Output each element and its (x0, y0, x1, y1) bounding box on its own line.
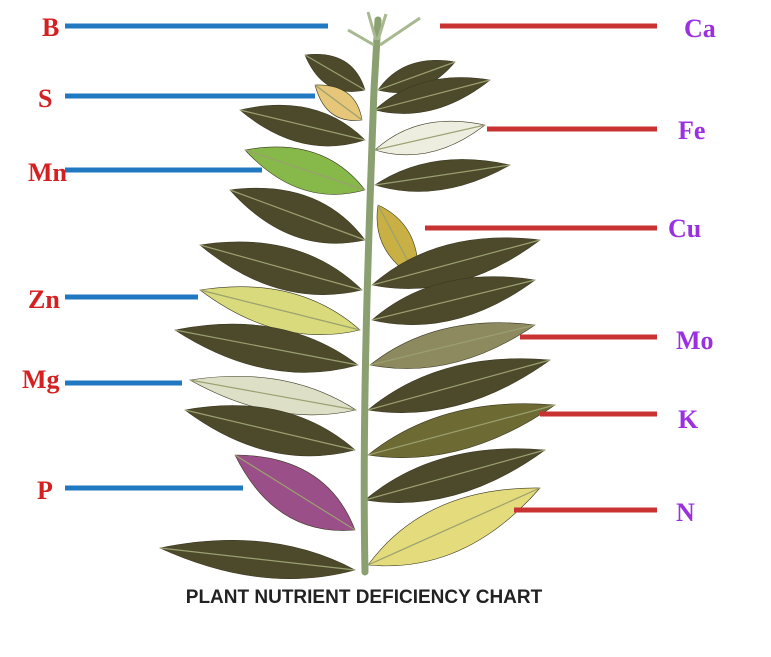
leaf-vein (189, 379, 357, 411)
nutrient-label: P (37, 476, 53, 505)
leaves (159, 54, 556, 580)
leaf-vein (364, 449, 546, 501)
nutrient-label: Mg (22, 365, 60, 394)
leaf-vein (374, 164, 511, 186)
leaf (199, 241, 363, 295)
nutrient-label: Mo (676, 326, 714, 355)
nutrient-label: S (38, 84, 52, 113)
leaf-vein (377, 61, 456, 91)
nutrient-label: Fe (678, 116, 705, 145)
leaf-vein (367, 487, 541, 566)
leaf-vein (174, 329, 359, 366)
bud (347, 11, 421, 47)
leaf-vein (314, 84, 363, 121)
labels: B S Mn Zn Mg P Ca Fe Cu Mo K N (22, 13, 716, 527)
leaf-vein (304, 54, 366, 91)
leaf-vein (367, 404, 556, 456)
leaf-vein (184, 409, 356, 451)
nutrient-label: Ca (684, 14, 716, 43)
leaf-vein (371, 239, 541, 286)
leaf-vein (374, 79, 491, 111)
leaf-vein (229, 189, 366, 241)
leaf-vein (159, 547, 356, 571)
leaf-vein (244, 149, 366, 191)
leaf (244, 146, 366, 195)
nutrient-label: Zn (28, 285, 60, 314)
stem (360, 16, 382, 576)
nutrient-label: K (678, 405, 699, 434)
nutrient-label: B (42, 13, 59, 42)
nutrient-label: Cu (668, 214, 701, 243)
title: PLANT NUTRIENT DEFICIENCY CHART (186, 587, 543, 608)
leaf-vein (234, 454, 356, 531)
nutrient-label: Mn (28, 158, 68, 187)
pointer-lines (65, 23, 657, 513)
leaf-vein (239, 109, 366, 141)
nutrient-label: N (676, 498, 695, 527)
leaf-vein (371, 279, 536, 321)
leaf-vein (199, 244, 363, 291)
leaf-vein (374, 124, 486, 151)
leaf-vein (367, 359, 551, 411)
leaf-vein (199, 289, 361, 331)
leaf (229, 187, 366, 244)
leaf-vein (369, 324, 536, 366)
